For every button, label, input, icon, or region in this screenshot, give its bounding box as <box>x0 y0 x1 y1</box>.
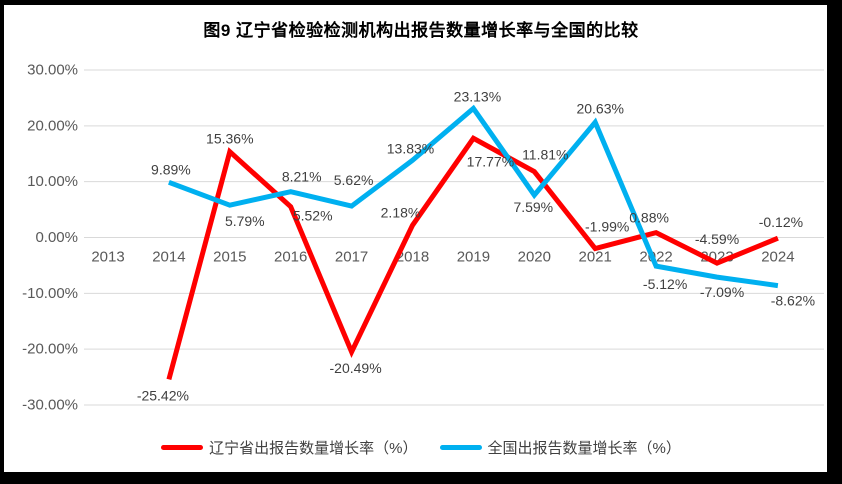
legend-label-liaoning: 辽宁省出报告数量增长率（%） <box>209 440 418 457</box>
data-label: 5.52% <box>293 208 333 224</box>
frame-border-left <box>0 0 4 484</box>
frame-border-right <box>827 0 842 484</box>
y-tick-label: 0.00% <box>35 229 78 246</box>
data-label: -5.12% <box>643 276 687 292</box>
legend-swatch-national-line <box>439 445 482 450</box>
frame-border-bottom <box>0 472 842 484</box>
data-label: -7.09% <box>700 284 744 300</box>
y-tick-label: -20.00% <box>22 341 78 358</box>
data-label: 20.63% <box>576 100 623 116</box>
data-label: -20.49% <box>330 360 382 376</box>
series-line-liaoning <box>166 135 779 381</box>
data-label: 7.59% <box>513 199 553 215</box>
data-label: 5.62% <box>334 172 374 188</box>
data-label: -1.99% <box>585 219 629 235</box>
legend-item-national: 全国出报告数量增长率（%） <box>439 437 681 458</box>
y-tick-label: 30.00% <box>27 62 78 79</box>
data-label: 5.79% <box>225 213 265 229</box>
x-axis-label: 2021 <box>579 249 612 266</box>
data-label: 13.83% <box>387 140 434 156</box>
x-axis-label: 2013 <box>91 249 124 266</box>
legend-item-liaoning: 辽宁省出报告数量增长率（%） <box>161 437 418 458</box>
legend: 辽宁省出报告数量增长率（%） 全国出报告数量增长率（%） <box>0 437 842 458</box>
chart-title: 图9 辽宁省检验检测机构出报告数量增长率与全国的比较 <box>203 21 639 40</box>
data-label: -8.62% <box>771 293 815 309</box>
series-line-national <box>168 104 779 289</box>
data-label: -0.12% <box>759 214 803 230</box>
data-label: 9.89% <box>151 161 191 177</box>
x-axis-label: 2017 <box>335 249 368 266</box>
data-label: 0.88% <box>629 210 669 226</box>
data-label: 23.13% <box>454 88 501 104</box>
x-axis-label: 2014 <box>152 249 185 266</box>
data-label: 11.81% <box>522 147 568 163</box>
data-label: -25.42% <box>137 387 189 403</box>
y-tick-label: -10.00% <box>22 285 78 302</box>
data-label: 17.77% <box>467 153 514 169</box>
x-axis-label: 2020 <box>518 249 551 266</box>
x-axis-label: 2016 <box>274 249 307 266</box>
data-label: 2.18% <box>381 204 421 220</box>
data-label: 8.21% <box>282 169 322 185</box>
x-axis-label: 2018 <box>396 249 429 266</box>
data-label: 15.36% <box>206 131 253 147</box>
y-tick-label: -30.00% <box>22 396 78 413</box>
x-axis-label: 2024 <box>761 249 794 266</box>
y-tick-label: 10.00% <box>27 173 78 190</box>
data-label: -4.59% <box>695 231 739 247</box>
frame-border-top <box>0 0 842 5</box>
y-tick-label: 20.00% <box>27 117 78 134</box>
legend-swatch-liaoning-line <box>161 445 204 450</box>
x-axis-label: 2015 <box>213 249 246 266</box>
x-axis-label: 2019 <box>457 249 490 266</box>
legend-label-national: 全国出报告数量增长率（%） <box>487 440 681 457</box>
